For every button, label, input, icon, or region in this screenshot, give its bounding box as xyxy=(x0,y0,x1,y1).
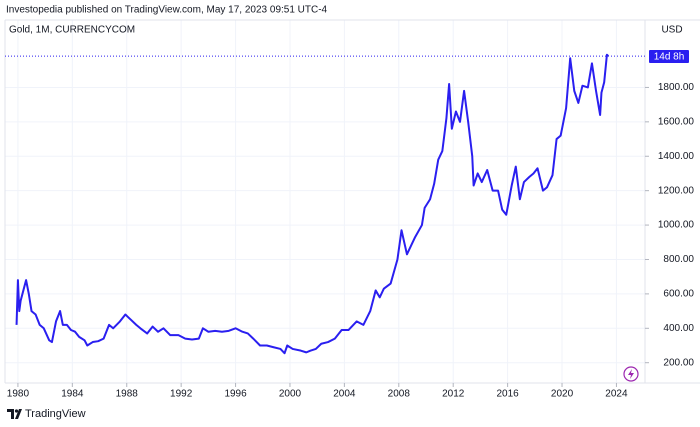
y-tick-label: 1400.00 xyxy=(658,151,695,162)
x-tick-label: 2024 xyxy=(605,389,628,400)
y-tick-label: 1800.00 xyxy=(658,82,695,93)
x-tick-label: 2004 xyxy=(333,389,356,400)
y-tick-label: 400.00 xyxy=(663,323,694,334)
x-tick-label: 1992 xyxy=(170,389,193,400)
x-tick-label: 1988 xyxy=(116,389,139,400)
y-tick-label: 200.00 xyxy=(663,357,694,368)
countdown: 14d 8h xyxy=(654,52,685,63)
x-tick-label: 2008 xyxy=(388,389,411,400)
x-tick-label: 2020 xyxy=(551,389,574,400)
y-tick-label: 800.00 xyxy=(663,254,694,265)
y-tick-label: 1200.00 xyxy=(658,185,695,196)
y-tick-label: 600.00 xyxy=(663,289,694,300)
legend: Gold, 1M, CURRENCYCOM xyxy=(9,25,135,36)
logo xyxy=(7,409,22,419)
countdown-tag xyxy=(649,50,689,63)
x-tick-label: 1984 xyxy=(61,389,84,400)
x-tick-label: 2016 xyxy=(496,389,519,400)
event-icon[interactable] xyxy=(623,366,639,382)
x-tick-label: 1996 xyxy=(224,389,247,400)
x-tick-label: 2000 xyxy=(279,389,302,400)
header: Investopedia published on TradingView.co… xyxy=(6,5,328,16)
y-tick-label: 1000.00 xyxy=(658,220,695,231)
axis-unit: USD xyxy=(661,25,682,36)
x-tick-label: 1980 xyxy=(7,389,30,400)
footer-brand: TradingView xyxy=(25,408,86,420)
y-tick-label: 1600.00 xyxy=(658,116,695,127)
event-icon xyxy=(628,369,634,379)
price-line xyxy=(15,53,609,355)
x-tick-label: 2012 xyxy=(442,389,465,400)
